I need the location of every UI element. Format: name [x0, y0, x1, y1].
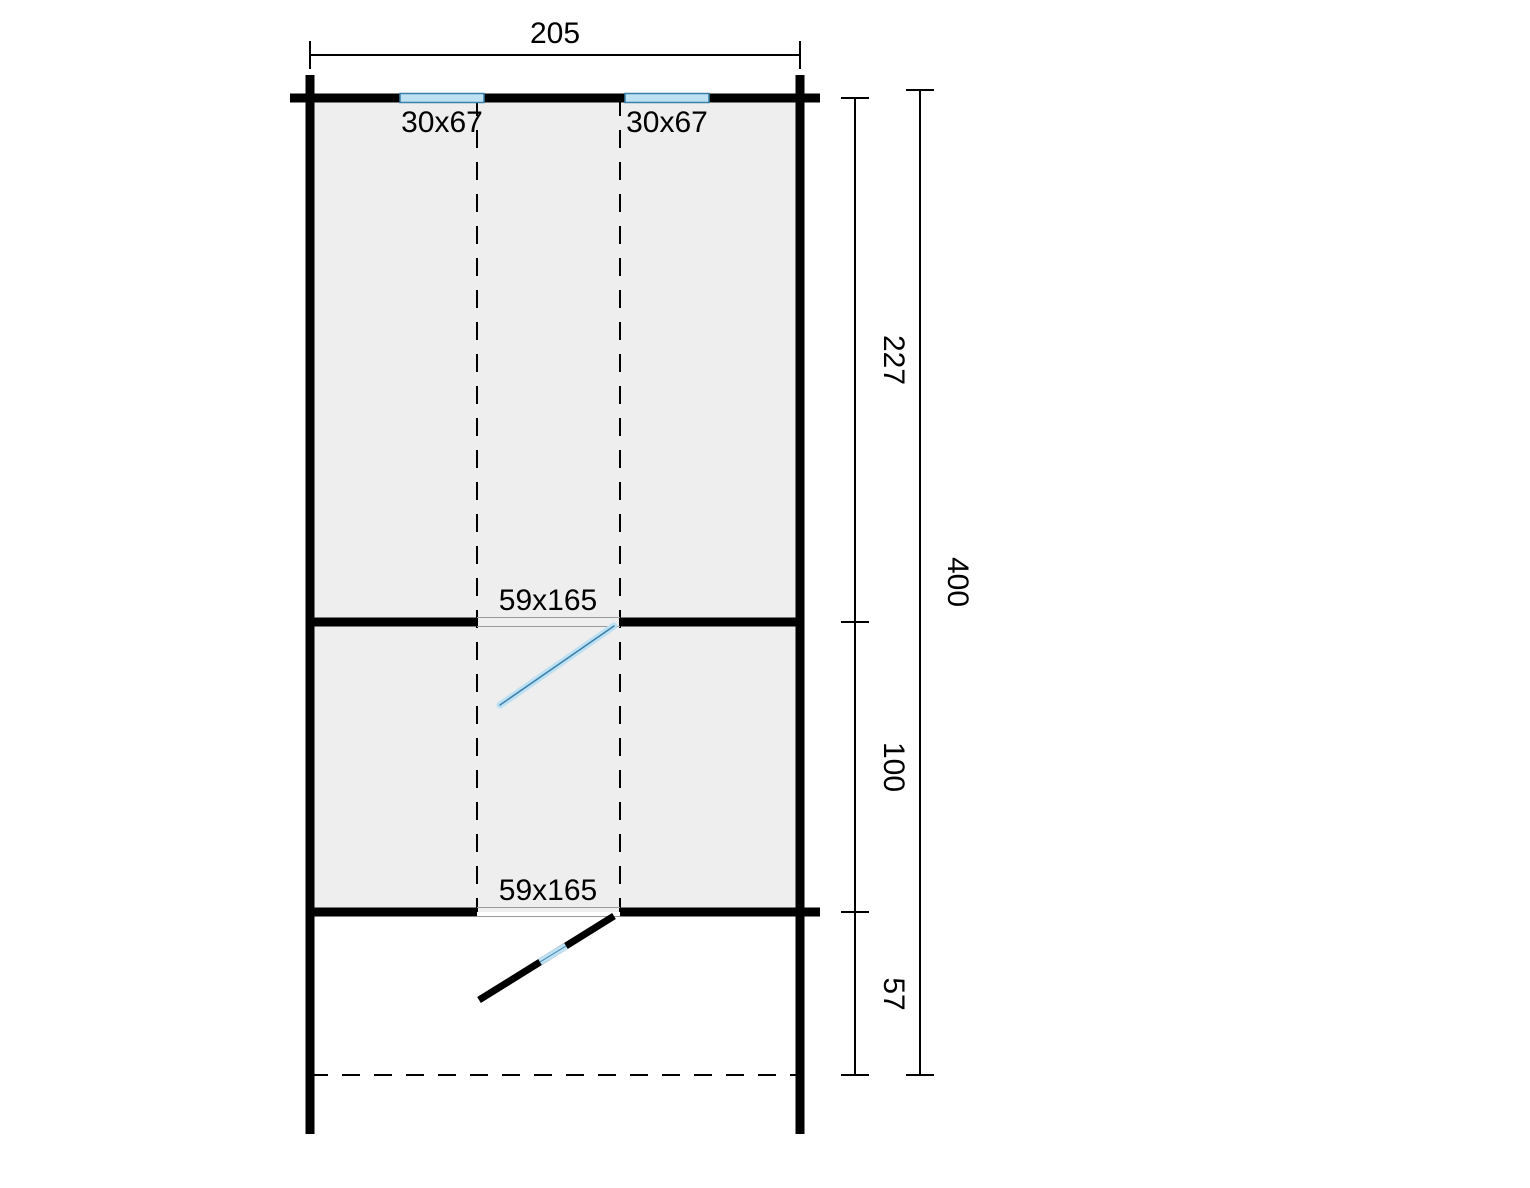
- window-top-1-label: 30x67: [401, 106, 483, 139]
- window-top-2: [625, 94, 709, 103]
- dim-top-label: 205: [530, 17, 580, 50]
- door-2-label: 59x165: [499, 874, 597, 907]
- door-1-label: 59x165: [499, 584, 597, 617]
- window-top-1: [400, 94, 484, 103]
- window-top-2-label: 30x67: [626, 106, 708, 139]
- door-2-handle-outline: [540, 946, 566, 962]
- dim-right-inner-2-label: 100: [877, 742, 910, 792]
- room-area-top: [315, 98, 796, 622]
- dim-right-inner-1-label: 227: [877, 335, 910, 385]
- dim-right-outer-label: 400: [941, 557, 974, 607]
- dim-right-inner-3-label: 57: [877, 977, 910, 1010]
